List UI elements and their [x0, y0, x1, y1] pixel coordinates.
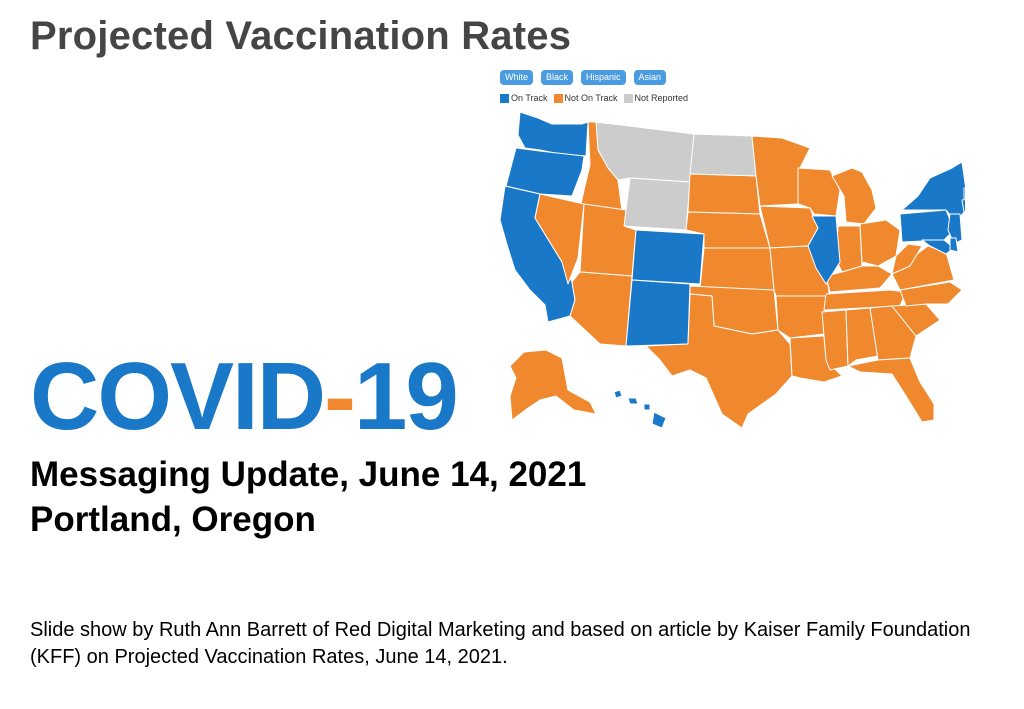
state-maryland[interactable] [921, 239, 955, 255]
state-pennsylvania[interactable] [899, 209, 955, 243]
legend-item-not-on-track: Not On Track [553, 93, 618, 103]
filter-hispanic-button[interactable]: Hispanic [581, 70, 626, 85]
subtitle: Messaging Update, June 14, 2021 Portland… [30, 452, 586, 542]
map-legend: On Track Not On Track Not Reported [500, 93, 688, 103]
state-wisconsin[interactable] [797, 167, 841, 217]
state-north-dakota[interactable] [689, 133, 757, 177]
subtitle-date: Messaging Update, June 14, 2021 [30, 455, 587, 494]
subtitle-location: Portland, Oregon [30, 500, 316, 539]
state-washington[interactable] [517, 111, 589, 157]
state-south-dakota[interactable] [687, 173, 761, 215]
slide-title: Projected Vaccination Rates [30, 14, 572, 58]
state-kentucky[interactable] [825, 265, 893, 293]
filter-black-button[interactable]: Black [541, 70, 574, 85]
state-illinois[interactable] [807, 215, 841, 285]
legend-item-on-track: On Track [500, 93, 548, 103]
state-connecticut[interactable] [961, 198, 965, 213]
state-alabama[interactable] [845, 307, 879, 367]
covid-number: 19 [354, 343, 459, 450]
filter-white-button[interactable]: White [500, 70, 534, 85]
legend-swatch [623, 93, 633, 103]
covid-word: COVID [30, 343, 326, 450]
credit-text: Slide show by Ruth Ann Barrett of Red Di… [30, 619, 971, 668]
legend-label: Not On Track [564, 93, 618, 103]
us-vaccination-map [499, 111, 965, 429]
state-north-carolina[interactable] [899, 281, 963, 307]
state-delaware[interactable] [949, 237, 959, 253]
legend-swatch [553, 93, 563, 103]
state-georgia[interactable] [869, 305, 917, 361]
state-colorado[interactable] [631, 229, 705, 285]
state-new-mexico[interactable] [625, 279, 691, 347]
state-wyoming[interactable] [623, 177, 691, 231]
legend-swatch [500, 93, 509, 103]
state-michigan[interactable] [831, 167, 877, 225]
legend-item-not-reported: Not Reported [623, 93, 689, 103]
state-hawaii-1[interactable] [613, 389, 623, 399]
state-texas[interactable] [645, 293, 793, 429]
state-kansas[interactable] [699, 247, 775, 291]
state-florida[interactable] [847, 357, 935, 423]
state-indiana[interactable] [835, 225, 863, 273]
state-hawaii-4[interactable] [651, 411, 667, 429]
legend-label: On Track [511, 93, 548, 103]
state-mississippi[interactable] [821, 309, 849, 371]
state-idaho[interactable] [577, 121, 625, 227]
state-arkansas[interactable] [775, 295, 827, 339]
group-filter-bar: White Black Hispanic Asian [500, 70, 667, 85]
state-hawaii-3[interactable] [643, 403, 651, 411]
legend-label: Not Reported [634, 93, 689, 103]
state-massachusetts[interactable] [963, 186, 965, 199]
state-hawaii-2[interactable] [627, 397, 639, 405]
state-new-jersey[interactable] [947, 213, 963, 245]
covid-19-heading: COVID-19 [30, 347, 459, 447]
filter-asian-button[interactable]: Asian [633, 70, 667, 85]
state-alaska[interactable] [509, 349, 597, 421]
covid-dash: - [324, 343, 356, 450]
state-arizona[interactable] [569, 271, 633, 347]
state-west-virginia[interactable] [891, 243, 923, 275]
state-iowa[interactable] [759, 205, 819, 249]
state-ohio[interactable] [859, 219, 901, 267]
